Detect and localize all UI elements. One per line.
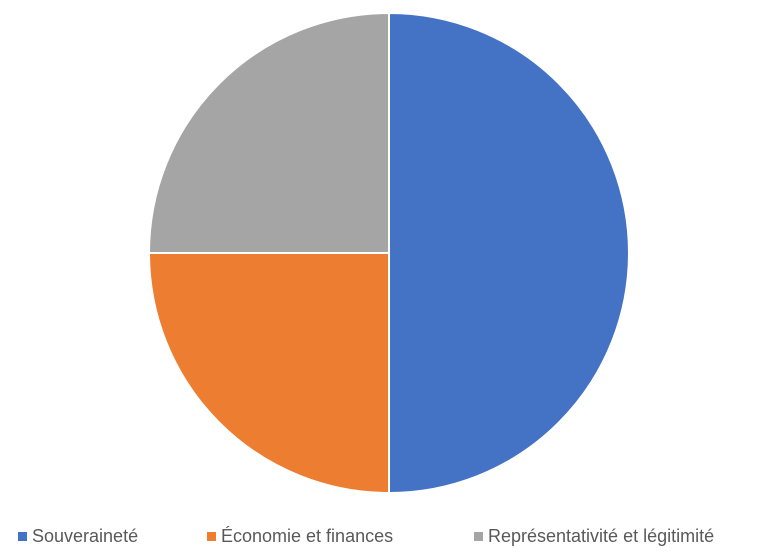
legend-item-souverainete: Souveraineté: [18, 521, 138, 551]
pie-slice-souverainete: [388, 12, 630, 494]
pie-slice-representativite-et-legitimite: [148, 12, 390, 254]
legend: Souveraineté Économie et finances Représ…: [0, 521, 779, 551]
legend-label-souverainete: Souveraineté: [32, 526, 139, 546]
legend-item-economie-et-finances: Économie et finances: [207, 521, 393, 551]
pie-slice-economie-et-finances: [148, 252, 390, 494]
legend-swatch-economie-et-finances: [207, 531, 216, 541]
pie-slices: [148, 12, 630, 494]
legend-swatch-souverainete: [18, 531, 27, 541]
legend-label-representativite-et-legitimite: Représentativité et légitimité: [488, 526, 715, 546]
legend-swatch-representativite-et-legitimite: [474, 531, 483, 541]
legend-item-representativite-et-legitimite: Représentativité et légitimité: [474, 521, 714, 551]
legend-label-economie-et-finances: Économie et finances: [221, 526, 394, 546]
